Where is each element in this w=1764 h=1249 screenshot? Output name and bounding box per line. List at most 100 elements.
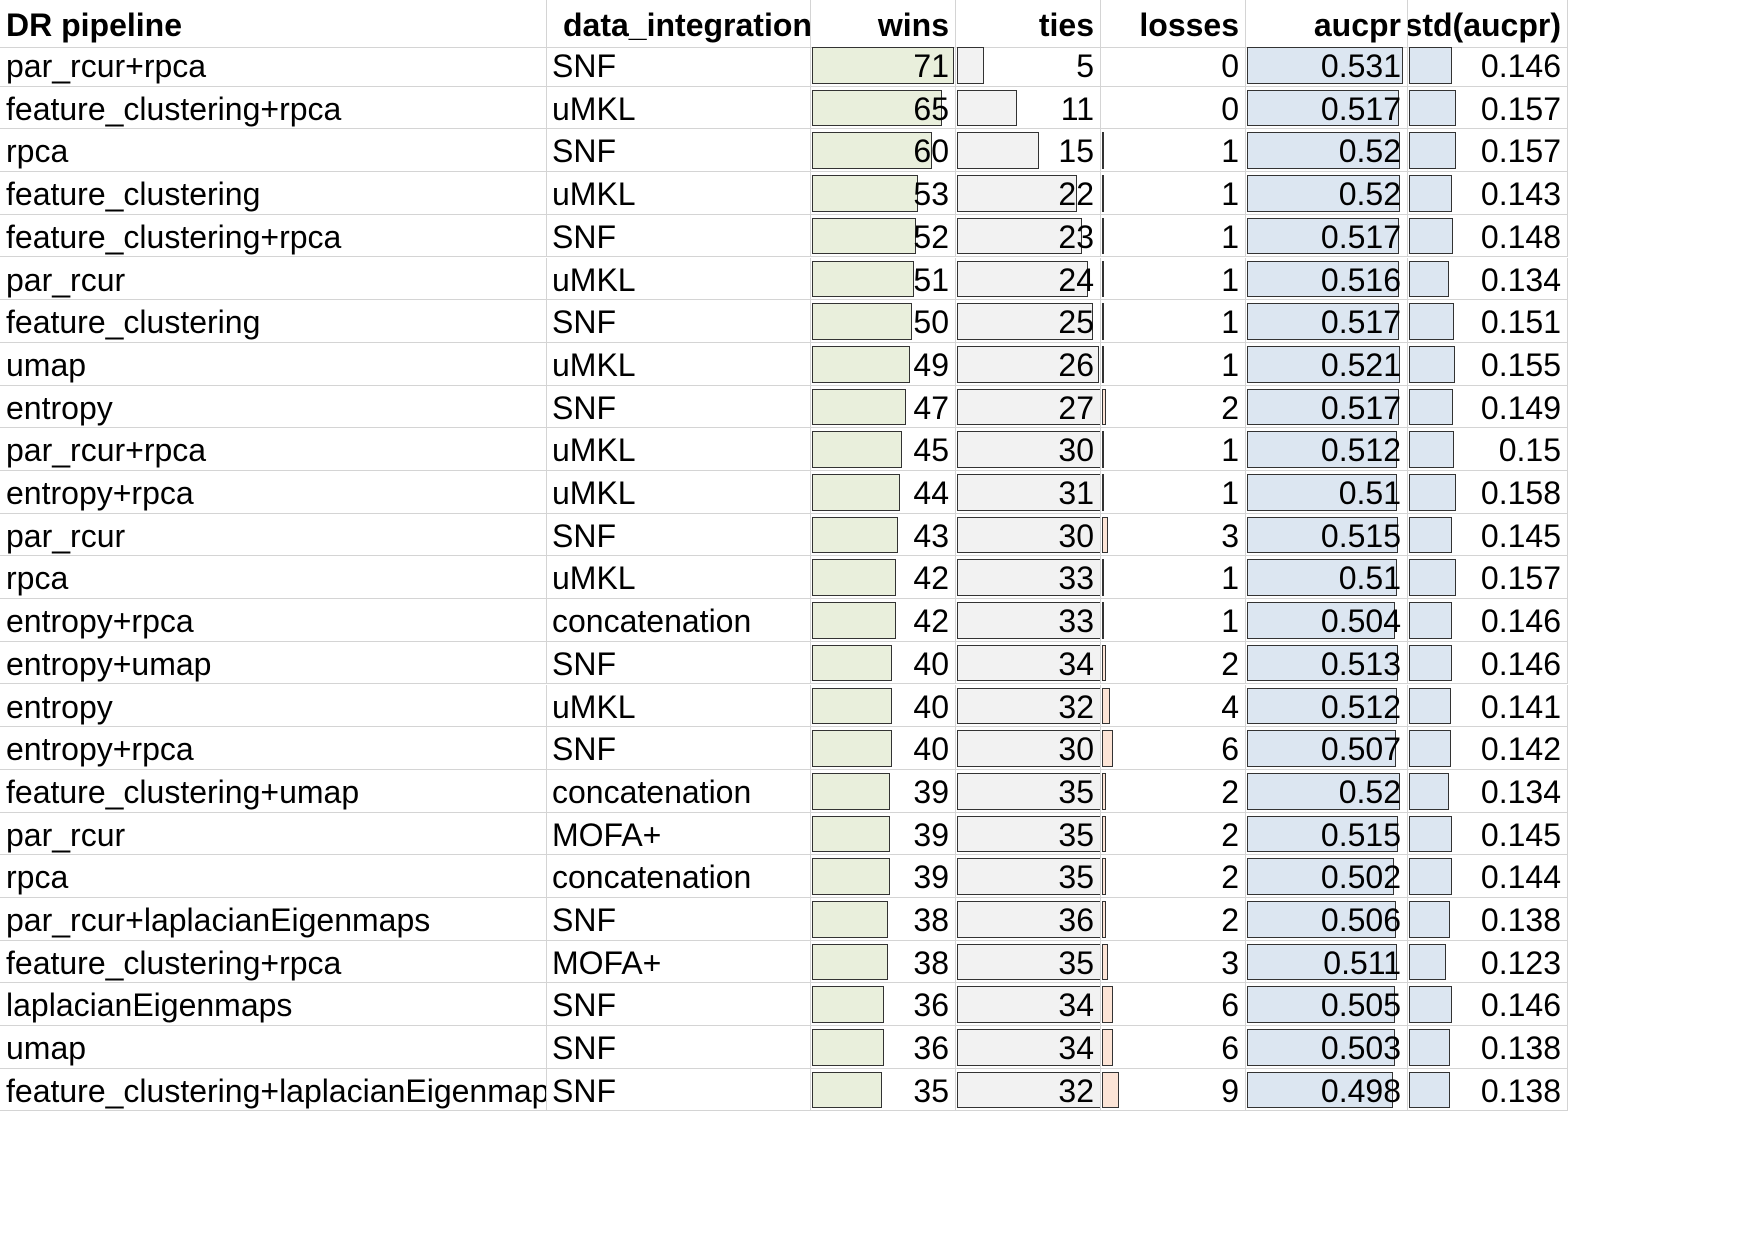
cell-ties[interactable]: 30: [956, 513, 1101, 557]
cell-ties[interactable]: 34: [956, 1026, 1101, 1069]
cell-ties[interactable]: 35: [956, 769, 1101, 813]
cell-losses[interactable]: 2: [1101, 812, 1246, 856]
cell-wins[interactable]: 60: [811, 129, 956, 173]
cell-aucpr[interactable]: 0.503: [1246, 1026, 1408, 1069]
cell-losses[interactable]: 1: [1101, 342, 1246, 386]
cell-aucpr[interactable]: 0.512: [1246, 428, 1408, 471]
cell-integration[interactable]: uMKL: [547, 684, 811, 728]
cell-integration[interactable]: SNF: [547, 898, 811, 941]
cell-pipeline[interactable]: feature_clustering+rpca: [0, 214, 547, 258]
cell-aucpr[interactable]: 0.51: [1246, 556, 1408, 600]
cell-losses[interactable]: 9: [1101, 1068, 1246, 1112]
cell-pipeline[interactable]: par_rcur+rpca: [0, 44, 547, 87]
cell-pipeline[interactable]: umap: [0, 342, 547, 386]
cell-integration[interactable]: SNF: [547, 44, 811, 87]
cell-losses[interactable]: 4: [1101, 684, 1246, 728]
header-wins[interactable]: wins: [811, 0, 956, 48]
cell-std[interactable]: 0.144: [1408, 855, 1568, 898]
cell-pipeline[interactable]: par_rcur: [0, 812, 547, 856]
cell-aucpr[interactable]: 0.52: [1246, 172, 1408, 215]
cell-integration[interactable]: uMKL: [547, 556, 811, 600]
cell-pipeline[interactable]: feature_clustering+umap: [0, 769, 547, 813]
cell-aucpr[interactable]: 0.515: [1246, 812, 1408, 856]
cell-integration[interactable]: MOFA+: [547, 812, 811, 856]
cell-pipeline[interactable]: umap: [0, 1026, 547, 1069]
cell-ties[interactable]: 35: [956, 855, 1101, 898]
cell-wins[interactable]: 38: [811, 898, 956, 941]
cell-wins[interactable]: 40: [811, 641, 956, 685]
cell-integration[interactable]: uMKL: [547, 86, 811, 130]
header-aucpr[interactable]: aucpr: [1246, 0, 1408, 48]
cell-losses[interactable]: 1: [1101, 599, 1246, 642]
cell-pipeline[interactable]: feature_clustering: [0, 300, 547, 343]
cell-ties[interactable]: 30: [956, 428, 1101, 471]
cell-wins[interactable]: 36: [811, 1026, 956, 1069]
cell-pipeline[interactable]: entropy+umap: [0, 641, 547, 685]
cell-integration[interactable]: SNF: [547, 513, 811, 557]
header-std-aucpr[interactable]: std(aucpr): [1408, 0, 1568, 48]
cell-ties[interactable]: 23: [956, 214, 1101, 258]
cell-ties[interactable]: 34: [956, 983, 1101, 1027]
cell-wins[interactable]: 71: [811, 44, 956, 87]
cell-pipeline[interactable]: entropy+rpca: [0, 471, 547, 514]
cell-integration[interactable]: SNF: [547, 300, 811, 343]
cell-integration[interactable]: SNF: [547, 727, 811, 770]
cell-std[interactable]: 0.145: [1408, 513, 1568, 557]
cell-ties[interactable]: 30: [956, 727, 1101, 770]
cell-ties[interactable]: 15: [956, 129, 1101, 173]
cell-std[interactable]: 0.146: [1408, 983, 1568, 1027]
cell-std[interactable]: 0.15: [1408, 428, 1568, 471]
cell-aucpr[interactable]: 0.511: [1246, 940, 1408, 984]
cell-std[interactable]: 0.157: [1408, 129, 1568, 173]
cell-pipeline[interactable]: par_rcur+rpca: [0, 428, 547, 471]
cell-wins[interactable]: 43: [811, 513, 956, 557]
cell-ties[interactable]: 34: [956, 641, 1101, 685]
cell-integration[interactable]: SNF: [547, 983, 811, 1027]
cell-pipeline[interactable]: feature_clustering: [0, 172, 547, 215]
header-losses[interactable]: losses: [1101, 0, 1246, 48]
cell-wins[interactable]: 47: [811, 385, 956, 429]
cell-losses[interactable]: 1: [1101, 556, 1246, 600]
cell-pipeline[interactable]: rpca: [0, 855, 547, 898]
cell-wins[interactable]: 39: [811, 769, 956, 813]
cell-std[interactable]: 0.138: [1408, 1068, 1568, 1112]
cell-std[interactable]: 0.145: [1408, 812, 1568, 856]
cell-std[interactable]: 0.146: [1408, 641, 1568, 685]
cell-wins[interactable]: 39: [811, 812, 956, 856]
cell-integration[interactable]: SNF: [547, 385, 811, 429]
cell-ties[interactable]: 31: [956, 471, 1101, 514]
header-dr-pipeline[interactable]: DR pipeline: [0, 0, 547, 48]
cell-losses[interactable]: 1: [1101, 300, 1246, 343]
cell-aucpr[interactable]: 0.517: [1246, 214, 1408, 258]
cell-integration[interactable]: uMKL: [547, 172, 811, 215]
cell-losses[interactable]: 6: [1101, 727, 1246, 770]
cell-pipeline[interactable]: par_rcur: [0, 513, 547, 557]
cell-integration[interactable]: concatenation: [547, 769, 811, 813]
cell-integration[interactable]: SNF: [547, 641, 811, 685]
cell-wins[interactable]: 53: [811, 172, 956, 215]
cell-losses[interactable]: 1: [1101, 428, 1246, 471]
cell-losses[interactable]: 1: [1101, 471, 1246, 514]
cell-integration[interactable]: MOFA+: [547, 940, 811, 984]
cell-wins[interactable]: 42: [811, 556, 956, 600]
cell-aucpr[interactable]: 0.52: [1246, 769, 1408, 813]
cell-aucpr[interactable]: 0.504: [1246, 599, 1408, 642]
cell-integration[interactable]: uMKL: [547, 428, 811, 471]
cell-losses[interactable]: 1: [1101, 257, 1246, 301]
cell-pipeline[interactable]: entropy: [0, 684, 547, 728]
cell-std[interactable]: 0.138: [1408, 898, 1568, 941]
cell-losses[interactable]: 0: [1101, 44, 1246, 87]
cell-losses[interactable]: 2: [1101, 769, 1246, 813]
cell-aucpr[interactable]: 0.515: [1246, 513, 1408, 557]
cell-integration[interactable]: uMKL: [547, 342, 811, 386]
cell-wins[interactable]: 39: [811, 855, 956, 898]
cell-ties[interactable]: 26: [956, 342, 1101, 386]
cell-wins[interactable]: 50: [811, 300, 956, 343]
cell-ties[interactable]: 32: [956, 1068, 1101, 1112]
cell-pipeline[interactable]: entropy+rpca: [0, 727, 547, 770]
cell-wins[interactable]: 51: [811, 257, 956, 301]
cell-aucpr[interactable]: 0.512: [1246, 684, 1408, 728]
cell-aucpr[interactable]: 0.52: [1246, 129, 1408, 173]
cell-aucpr[interactable]: 0.51: [1246, 471, 1408, 514]
cell-std[interactable]: 0.155: [1408, 342, 1568, 386]
